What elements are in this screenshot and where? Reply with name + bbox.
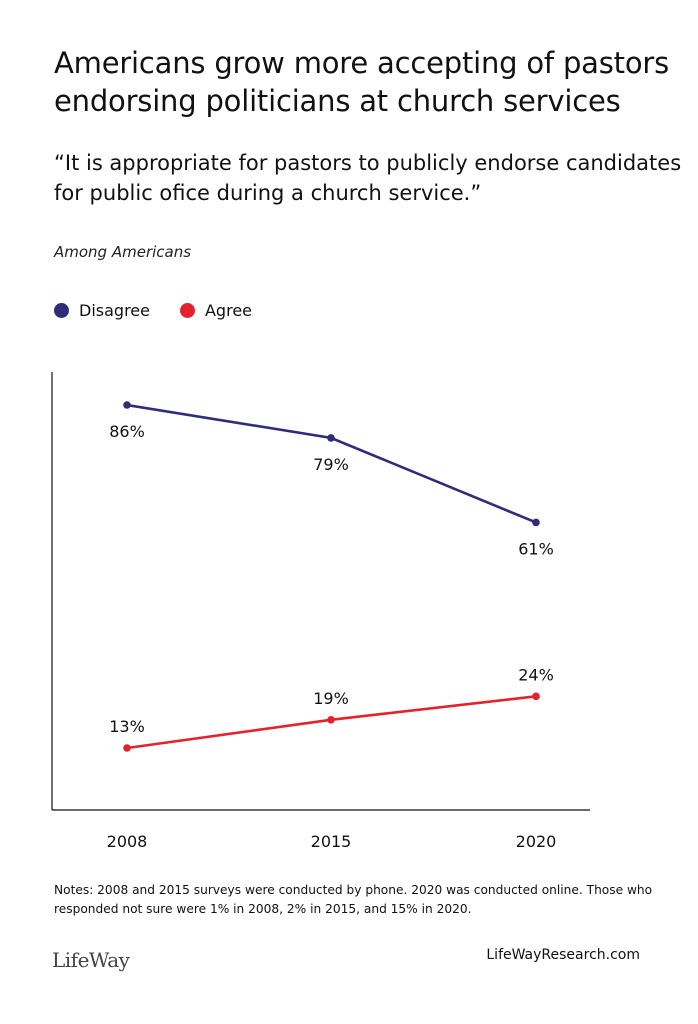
data-label-agree-2015: 19%: [313, 689, 349, 708]
x-tick-label-2020: 2020: [516, 832, 557, 851]
chart-title: Americans grow more accepting of pastors…: [54, 46, 669, 118]
data-label-agree-2020: 24%: [518, 665, 554, 684]
point-agree-2008: [123, 744, 131, 752]
x-tick-label-2008: 2008: [107, 832, 148, 851]
legend-dot-agree: [179, 303, 195, 318]
data-label-disagree-2008: 86%: [109, 422, 145, 441]
data-label-agree-2008: 13%: [109, 717, 145, 736]
point-disagree-2008: [123, 401, 131, 409]
legend-item-disagree: Disagree: [54, 301, 150, 320]
legend-label-disagree: Disagree: [79, 301, 150, 320]
data-label-disagree-2015: 79%: [313, 455, 349, 474]
data-label-disagree-2020: 61%: [518, 539, 554, 558]
lifeway-logo: LifeWay: [52, 948, 130, 972]
point-agree-2020: [532, 692, 540, 701]
legend-item-agree: Agree: [179, 301, 252, 320]
legend: Disagree Agree: [54, 301, 282, 320]
website-link[interactable]: LifeWayResearch.com: [486, 947, 640, 963]
point-disagree-2020: [532, 518, 540, 527]
survey-question: “It is appropriate for pastors to public…: [54, 151, 682, 205]
legend-dot-disagree: [54, 303, 69, 318]
point-disagree-2015: [327, 434, 335, 442]
footnote: Notes: 2008 and 2015 surveys were conduc…: [54, 883, 653, 916]
legend-label-agree: Agree: [204, 301, 252, 320]
point-agree-2015: [327, 716, 335, 724]
population-label: Among Americans: [54, 243, 192, 261]
x-tick-label-2015: 2015: [311, 832, 352, 851]
